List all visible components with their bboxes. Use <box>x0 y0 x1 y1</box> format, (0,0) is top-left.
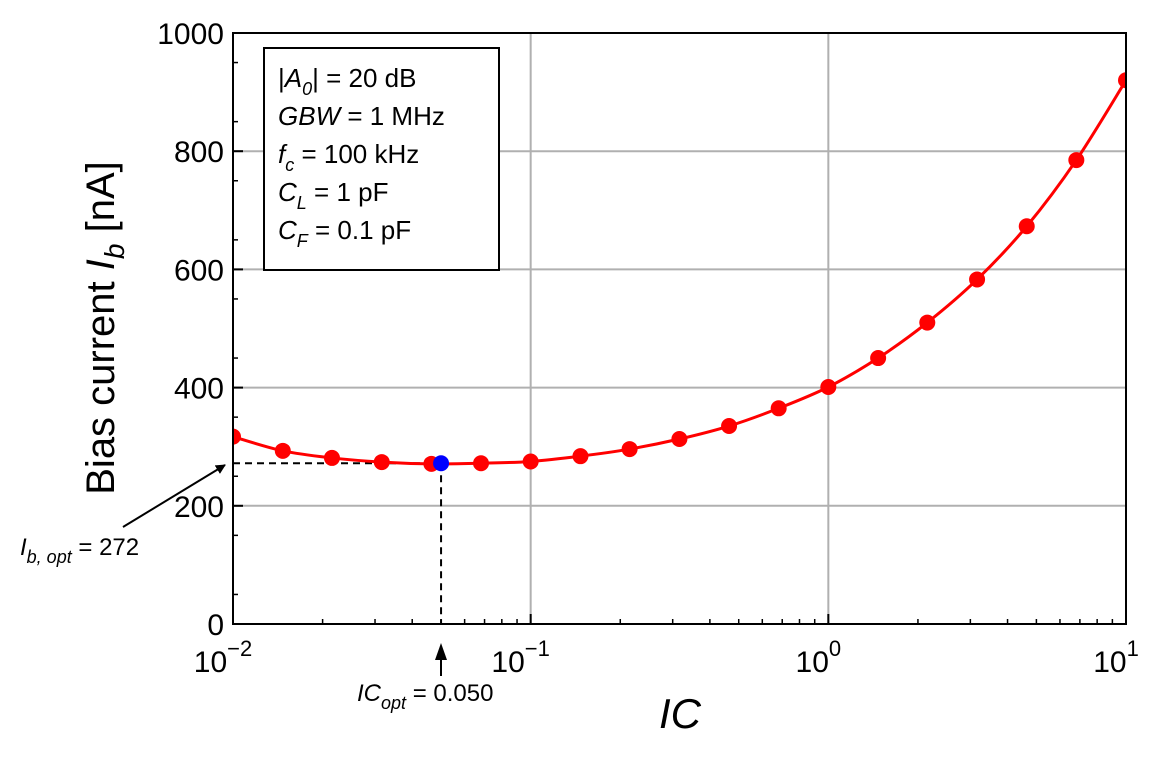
parameter-box-frame <box>263 47 500 271</box>
optimum-point <box>433 455 450 472</box>
ic-opt-label: ICopt = 0.050 <box>357 680 493 713</box>
ib-opt-label: Ib, opt = 272 <box>20 534 139 567</box>
data-point <box>233 428 241 445</box>
series-layer <box>233 72 1126 472</box>
data-point <box>572 448 589 465</box>
data-point <box>969 271 986 288</box>
y-tick-label: 1000 <box>157 18 224 51</box>
data-point <box>323 449 340 466</box>
data-point <box>522 453 539 470</box>
data-point <box>473 455 490 472</box>
data-point <box>770 400 787 417</box>
ib-opt-arrow <box>122 464 226 528</box>
y-tick-label: 600 <box>174 254 224 287</box>
data-point <box>1018 218 1035 235</box>
optimum-guides <box>233 462 443 624</box>
plot-frame <box>232 32 1127 625</box>
y-tick-label: 800 <box>174 136 224 169</box>
data-point <box>373 454 390 471</box>
x-tick-label: 10−2 <box>194 636 252 679</box>
parameter-line: |A0| = 20 dB <box>278 63 416 99</box>
x-tick-label: 100 <box>796 636 842 679</box>
data-point <box>919 314 936 331</box>
y-axis-title-symbol: I <box>79 259 123 270</box>
y-axis-title-subscript: b <box>99 244 130 260</box>
ic-opt-arrowhead <box>435 643 447 660</box>
x-axis-title: IC <box>659 690 702 737</box>
data-point <box>721 418 738 435</box>
y-axis-title-unit: [nA] <box>79 161 123 243</box>
x-tick-labels: 10−2 10−1 100 101 <box>194 636 1139 679</box>
parameter-line: fc = 100 kHz <box>278 139 419 175</box>
data-point <box>274 442 291 459</box>
data-point <box>621 441 638 458</box>
parameter-line: CL = 1 pF <box>278 177 388 213</box>
data-point <box>671 431 688 448</box>
ib-opt-annotation: Ib, opt = 272 <box>20 464 226 567</box>
parameter-line: GBW = 1 MHz <box>278 101 445 131</box>
x-tick-label: 101 <box>1093 636 1139 679</box>
major-ticks <box>232 32 1127 625</box>
y-axis-title: Bias current Ib [nA] <box>79 161 130 495</box>
data-point <box>870 350 887 367</box>
parameter-line: CF = 0.1 pF <box>278 215 411 251</box>
x-tick-label: 10−1 <box>491 636 549 679</box>
y-tick-label: 400 <box>174 373 224 406</box>
y-tick-label: 0 <box>207 609 224 642</box>
data-point <box>820 379 837 396</box>
ic-opt-annotation: ICopt = 0.050 <box>357 643 493 713</box>
y-tick-labels: 0 200 400 600 800 1000 <box>157 18 224 642</box>
y-axis-title-main: Bias current <box>79 270 123 495</box>
data-point <box>1118 72 1126 89</box>
data-point <box>1068 152 1085 169</box>
y-tick-label: 200 <box>174 491 224 524</box>
